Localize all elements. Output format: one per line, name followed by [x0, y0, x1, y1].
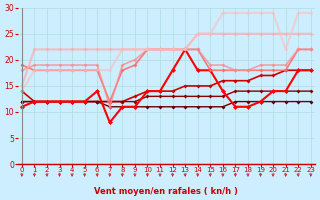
- X-axis label: Vent moyen/en rafales ( kn/h ): Vent moyen/en rafales ( kn/h ): [94, 187, 238, 196]
